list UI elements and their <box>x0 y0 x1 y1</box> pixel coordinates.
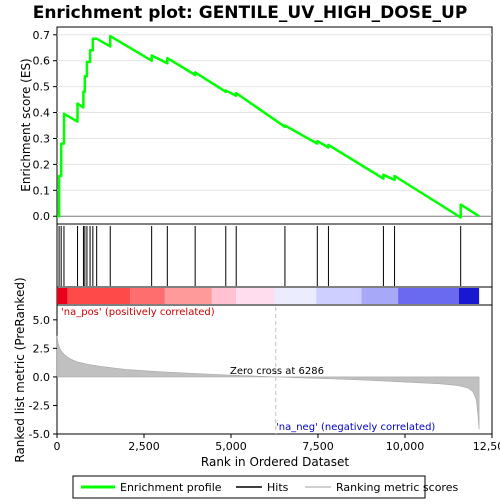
rank-y-axis-label: Ranked list metric (PreRanked) <box>13 277 27 462</box>
es-ytick-label: 0.7 <box>33 29 51 42</box>
es-ytick-label: 0.3 <box>33 132 51 145</box>
chart-title: Enrichment plot: GENTILE_UV_HIGH_DOSE_UP <box>33 3 468 23</box>
enrichment-panel <box>57 27 492 224</box>
x-tick-label: 7,500 <box>302 440 334 453</box>
es-ytick-group: 0.0 0.1 0.2 0.3 0.4 0.5 0.6 0.7 <box>33 29 58 223</box>
pos-correlated-label: 'na_pos' (positively correlated) <box>61 307 215 318</box>
x-tick-label: 10,000 <box>386 440 425 453</box>
neg-correlated-label: 'na_neg' (negatively correlated) <box>276 422 435 433</box>
color-bar-segment <box>236 288 274 304</box>
zero-cross-label: Zero cross at 6286 <box>230 366 324 377</box>
color-bar-segment <box>212 288 236 304</box>
rank-ytick-label: 2.5 <box>33 342 51 355</box>
es-y-axis-label: Enrichment score (ES) <box>19 58 33 191</box>
es-ytick-label: 0.0 <box>33 210 51 223</box>
color-bar-segment <box>398 288 459 304</box>
color-bar-segment <box>275 288 317 304</box>
color-bar-segment <box>130 288 165 304</box>
x-axis-label: Rank in Ordered Dataset <box>201 455 349 469</box>
x-tick-label: 12,500 <box>473 440 500 453</box>
rank-ytick-label: 5.0 <box>33 314 51 327</box>
es-ytick-label: 0.2 <box>33 158 51 171</box>
color-bar-segment <box>362 288 399 304</box>
x-tick-label: 0 <box>54 440 61 453</box>
color-bar-segment <box>459 288 479 304</box>
color-bar-segment <box>165 288 212 304</box>
rank-ytick-label: -2.5 <box>29 399 50 412</box>
legend-enrichment-label: Enrichment profile <box>120 481 222 494</box>
x-tick-label: 5,000 <box>215 440 247 453</box>
es-ytick-label: 0.5 <box>33 81 51 94</box>
x-tick-group: 0 2,500 5,000 7,500 10,000 12,500 <box>54 434 500 453</box>
color-bar-group <box>57 288 479 304</box>
es-ytick-label: 0.4 <box>33 107 51 120</box>
color-bar-segment <box>67 288 130 304</box>
hits-panel <box>57 224 492 287</box>
rank-ytick-group: -5.0 -2.5 0.0 2.5 5.0 <box>29 314 57 441</box>
color-bar-segment <box>57 288 67 304</box>
es-ytick-label: 0.6 <box>33 55 51 68</box>
x-tick-label: 2,500 <box>128 440 160 453</box>
es-ytick-label: 0.1 <box>33 184 51 197</box>
legend-hits-label: Hits <box>267 481 289 494</box>
rank-ytick-label: 0.0 <box>33 371 51 384</box>
rank-ytick-label: -5.0 <box>29 428 50 441</box>
legend-ranking-label: Ranking metric scores <box>336 481 458 494</box>
color-bar-segment <box>316 288 361 304</box>
